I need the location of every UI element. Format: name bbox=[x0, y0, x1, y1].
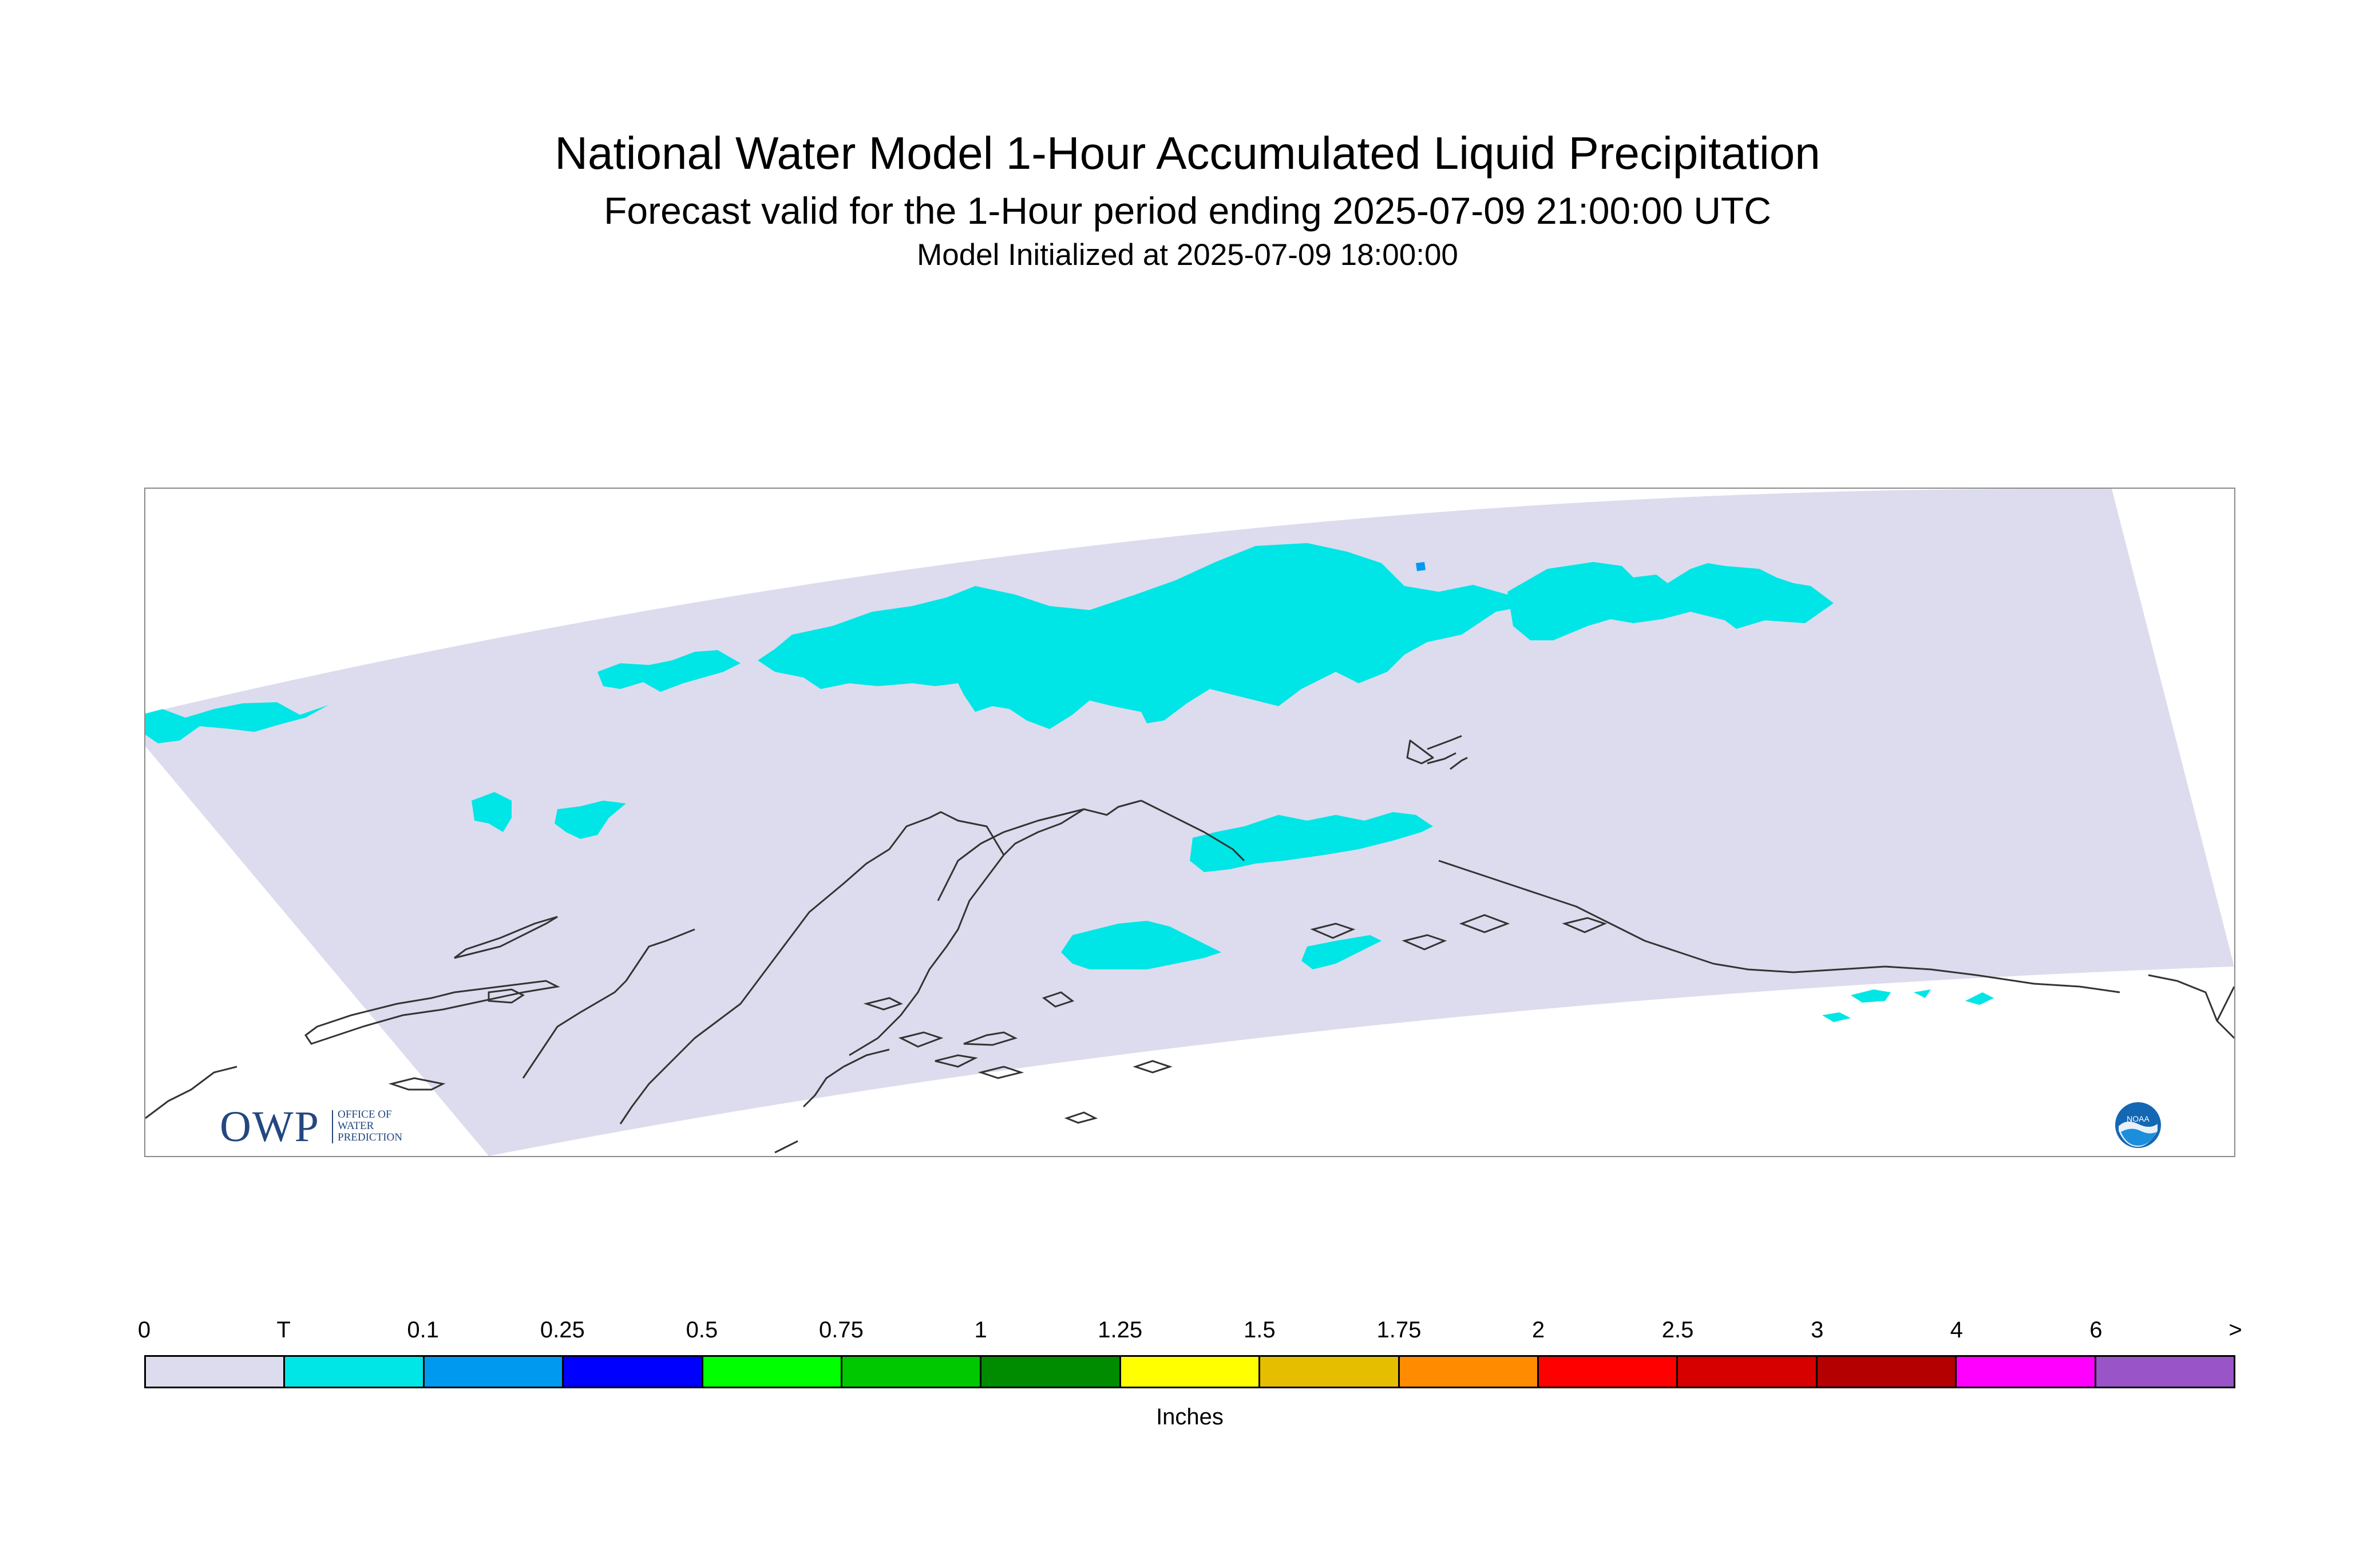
owp-logo-word: WATER bbox=[338, 1120, 374, 1132]
legend-swatch bbox=[842, 1357, 982, 1387]
legend-tick-label: 2 bbox=[1531, 1317, 1545, 1343]
legend-swatch bbox=[1678, 1357, 1818, 1387]
legend-swatch bbox=[1399, 1357, 1539, 1387]
owp-logo-letters: OWP bbox=[220, 1103, 320, 1151]
legend-tick-label: 1.75 bbox=[1376, 1317, 1422, 1343]
legend-tick-label: 0.25 bbox=[540, 1317, 585, 1343]
noaa-logo: NOAA bbox=[2115, 1102, 2161, 1148]
legend-tick-label: 6 bbox=[2089, 1317, 2103, 1343]
legend-swatch bbox=[2096, 1357, 2234, 1387]
legend-swatch bbox=[1539, 1357, 1679, 1387]
light-precip-cell bbox=[1416, 562, 1426, 571]
legend-tick-label: 0.75 bbox=[819, 1317, 864, 1343]
legend-tick-label: 0.5 bbox=[686, 1317, 718, 1343]
legend-tick-label: 0.1 bbox=[407, 1317, 439, 1343]
legend-swatch bbox=[146, 1357, 286, 1387]
forecast-valid-subtitle: Forecast valid for the 1-Hour period end… bbox=[604, 189, 1771, 232]
owp-logo-word: OFFICE OF bbox=[338, 1108, 392, 1120]
owp-logo-words: OFFICE OF WATER PREDICTION bbox=[338, 1109, 402, 1143]
legend-swatch bbox=[1121, 1357, 1261, 1387]
trace-precip-areas bbox=[145, 543, 1994, 1022]
coastlines bbox=[145, 735, 2234, 1154]
model-domain bbox=[145, 489, 2234, 1156]
owp-logo-word: PREDICTION bbox=[338, 1131, 402, 1143]
legend-swatch bbox=[285, 1357, 425, 1387]
legend-tick-label: 1 bbox=[974, 1317, 987, 1343]
legend-tick-label: 3 bbox=[1811, 1317, 1824, 1343]
legend-color-bar bbox=[144, 1355, 2235, 1388]
legend-swatch bbox=[1957, 1357, 2096, 1387]
legend-swatch bbox=[564, 1357, 703, 1387]
legend-units-label: Inches bbox=[1156, 1404, 1224, 1430]
legend-swatch bbox=[1260, 1357, 1400, 1387]
legend-tick-label: T bbox=[276, 1317, 291, 1343]
legend-swatch bbox=[424, 1357, 564, 1387]
legend-swatch bbox=[1817, 1357, 1957, 1387]
precipitation-map: OWP OFFICE OF WATER PREDICTION NOAA bbox=[144, 488, 2235, 1157]
owp-logo-divider bbox=[332, 1110, 333, 1143]
legend-swatch bbox=[703, 1357, 843, 1387]
legend-tick-label: 2.5 bbox=[1661, 1317, 1694, 1343]
map-title: National Water Model 1-Hour Accumulated … bbox=[555, 128, 1820, 179]
islands bbox=[304, 914, 1608, 1124]
legend-tick-label: > bbox=[2228, 1317, 2242, 1343]
legend-swatch bbox=[981, 1357, 1121, 1387]
legend-tick-label: 1.5 bbox=[1243, 1317, 1276, 1343]
model-init-line: Model Initialized at 2025-07-09 18:00:00 bbox=[917, 238, 1458, 272]
legend-tick-label: 4 bbox=[1950, 1317, 1963, 1343]
map-canvas bbox=[145, 489, 2234, 1156]
noaa-logo-text: NOAA bbox=[2127, 1114, 2150, 1123]
legend-tick-label: 1.25 bbox=[1098, 1317, 1143, 1343]
legend-tick-label: 0 bbox=[137, 1317, 151, 1343]
